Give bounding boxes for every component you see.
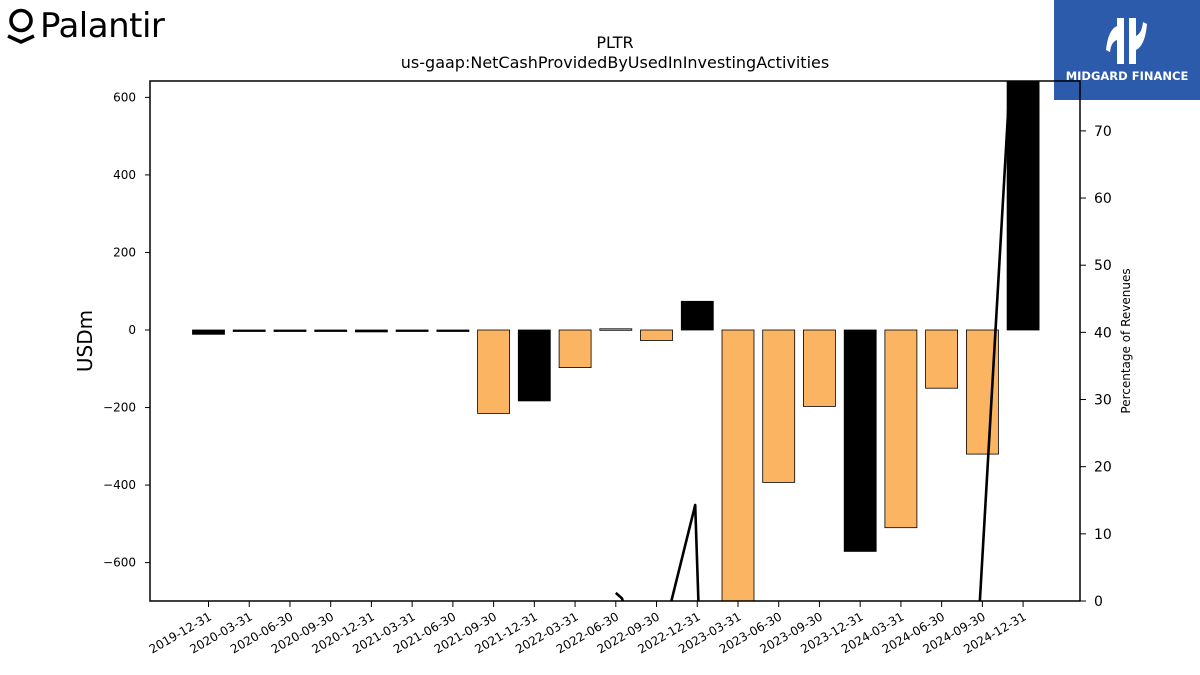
y-axis: 600 400 200 0 −200 −400 −600: [103, 90, 150, 570]
y-tick-label: 400: [113, 168, 136, 182]
bar: [436, 329, 470, 332]
y-tick-label: −400: [103, 478, 136, 492]
chart-title: PLTR: [596, 33, 633, 52]
y2-tick-label: 50: [1094, 258, 1112, 274]
bar: [192, 329, 225, 335]
y2-axis-label: Percentage of Revenues: [1119, 268, 1133, 413]
bar: [599, 328, 633, 331]
y2-tick-label: 0: [1094, 594, 1103, 610]
bar: [1006, 81, 1040, 331]
chart-subtitle: us-gaap:NetCashProvidedByUsedInInvesting…: [401, 53, 829, 72]
y2-tick-label: 70: [1094, 124, 1112, 140]
bar: [354, 329, 388, 333]
y-tick-label: −200: [103, 401, 136, 415]
y2-tick-label: 40: [1094, 325, 1112, 341]
bar-group: [192, 81, 1040, 602]
bar: [803, 329, 836, 407]
y2-axis: 70 60 50 40 30 20 10 0: [1080, 124, 1112, 610]
x-axis: 2019-12-312020-03-312020-06-302020-09-30…: [147, 601, 1029, 656]
line-path: [614, 81, 1012, 601]
bar: [395, 329, 429, 332]
midgard-finance-logo: MIDGARD FINANCE: [1054, 0, 1200, 100]
bar: [721, 329, 755, 602]
bar: [558, 329, 592, 368]
palantir-logo: Palantir: [6, 6, 165, 46]
bar: [314, 329, 348, 332]
midgard-monogram-icon: [1106, 18, 1147, 64]
y-tick-label: −600: [103, 556, 136, 570]
bar: [273, 329, 307, 332]
palantir-logo-icon: [7, 8, 35, 44]
plot-frame: [149, 80, 1081, 602]
y2-tick-label: 20: [1094, 460, 1112, 476]
y2-tick-label: 10: [1094, 527, 1112, 543]
line-series: [614, 81, 1012, 601]
bar: [925, 329, 958, 389]
y-tick-label: 600: [113, 90, 136, 104]
bar: [843, 329, 877, 552]
y2-tick-label: 60: [1094, 191, 1112, 207]
palantir-logo-text: Palantir: [40, 6, 165, 46]
bar: [680, 300, 714, 331]
y-axis-label: USDm: [73, 310, 97, 372]
y-tick-label: 200: [113, 245, 136, 259]
bar: [884, 329, 918, 529]
bar: [232, 329, 266, 332]
y-tick-label: 0: [128, 323, 136, 337]
bar: [640, 329, 673, 341]
y2-tick-label: 30: [1094, 393, 1112, 409]
midgard-logo-text: MIDGARD FINANCE: [1065, 69, 1189, 83]
bar: [477, 329, 511, 414]
bar: [517, 329, 551, 402]
bar: [762, 329, 796, 483]
